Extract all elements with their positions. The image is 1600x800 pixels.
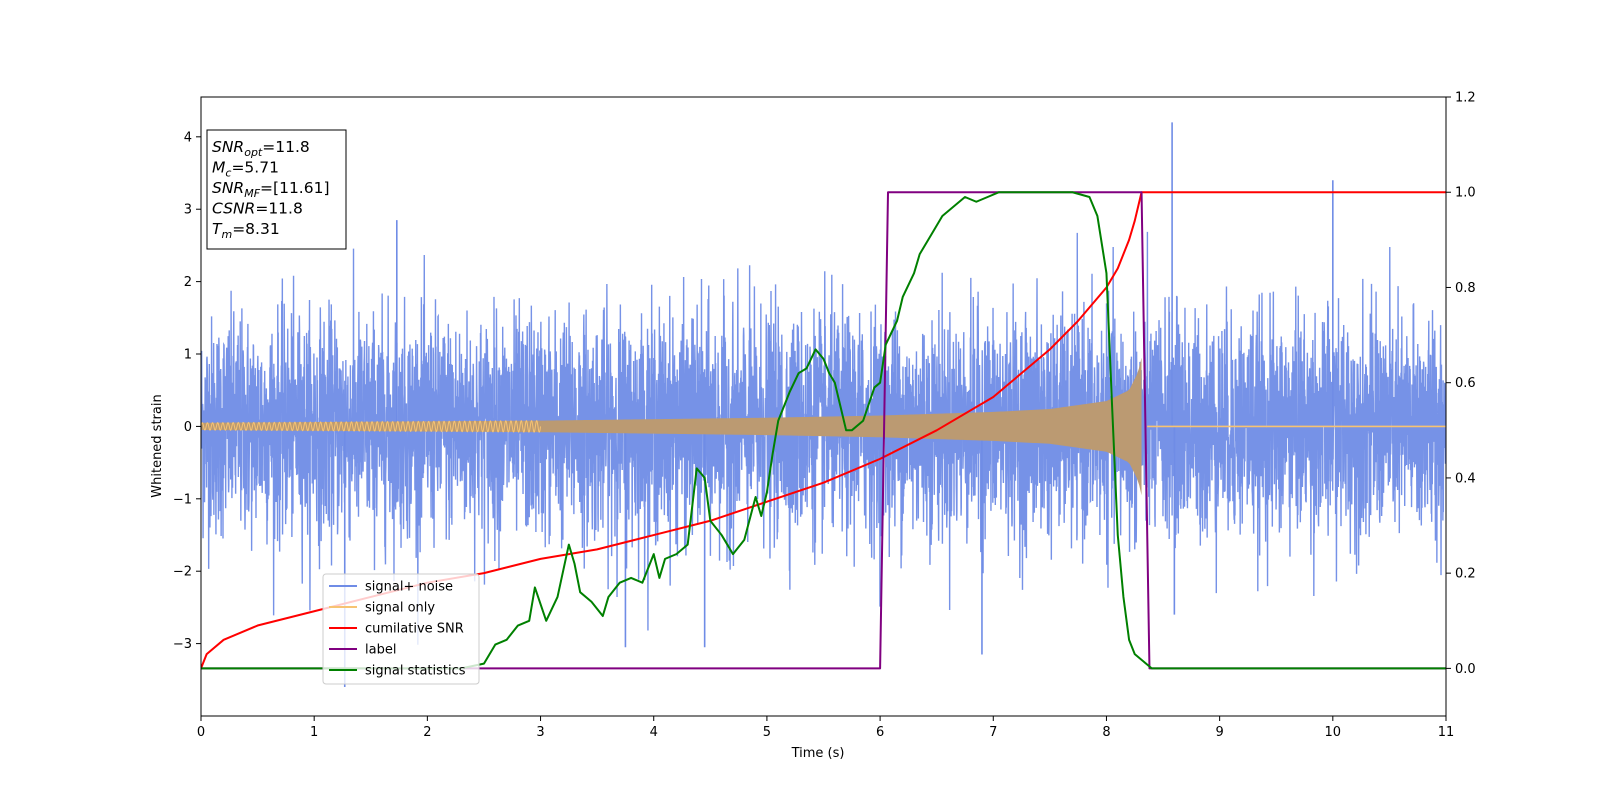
y-right-tick-label: 0.4	[1455, 471, 1476, 486]
y-left-tick-label: −2	[173, 565, 192, 580]
x-tick-label: 4	[650, 725, 658, 740]
series-signal-statistics-line	[201, 191, 1446, 670]
legend-frame	[322, 573, 480, 685]
y-left-tick-label: 2	[184, 275, 192, 290]
legend: signal+ noise signal only cumilative SNR la…	[322, 573, 480, 685]
info-box-frame	[206, 129, 347, 250]
x-tick-label: 10	[1325, 725, 1342, 740]
x-tick-label: 0	[197, 725, 205, 740]
x-tick-label: 7	[989, 725, 997, 740]
y-right-tick-label: 0.2	[1455, 567, 1476, 582]
series-signal-only-band	[201, 357, 1142, 496]
info-line: SNRMF=[11.61]	[212, 179, 330, 200]
y-left-tick-label: 0	[184, 420, 192, 435]
info-line: Tm=8.31	[212, 220, 280, 241]
series-signal-noise-line	[201, 231, 1446, 645]
x-tick-label: 2	[423, 725, 431, 740]
info-box: SNRopt=11.8Mc=5.71SNRMF=[11.61]CSNR=11.8…	[206, 129, 347, 250]
x-tick-label: 8	[1102, 725, 1110, 740]
legend-label: signal statistics	[365, 664, 466, 679]
x-tick-label: 6	[876, 725, 884, 740]
x-tick-label: 1	[310, 725, 318, 740]
legend-label: cumilative SNR	[365, 622, 464, 637]
info-line: SNRopt=11.8	[212, 138, 310, 159]
y-right-tick-label: 1.2	[1455, 91, 1476, 106]
x-tick-label: 11	[1438, 725, 1455, 740]
legend-label: signal only	[365, 601, 435, 616]
y-axis-label: Whitened strain	[150, 394, 165, 497]
plot-frame	[200, 96, 1447, 717]
series-signal-only-line	[201, 419, 542, 433]
y-right-tick-label: 0.0	[1455, 662, 1476, 677]
x-tick-label: 5	[763, 725, 771, 740]
y-right-tick-label: 0.6	[1455, 376, 1476, 391]
y-left-tick-label: 4	[184, 130, 192, 145]
y-left-tick-label: 3	[184, 203, 192, 218]
y-right-tick-label: 0.8	[1455, 281, 1476, 296]
y-left-tick-label: 1	[184, 348, 192, 363]
y-left-tick-label: −1	[173, 492, 192, 507]
x-tick-label: 9	[1215, 725, 1223, 740]
y-left-tick-label: −3	[173, 637, 192, 652]
legend-label: label	[365, 643, 396, 658]
axes: 0 1 2 3 4 5 6 7 8 9 10 11 −3 −2 −1 0 1 2 3 4 0.0 0.2 0.4 0.6 0.8…	[173, 91, 1476, 741]
x-tick-label: 3	[536, 725, 544, 740]
plot-area	[201, 122, 1446, 688]
y-right-tick-label: 1.0	[1455, 186, 1476, 201]
info-line: Mc=5.71	[212, 159, 279, 180]
x-axis-label: Time (s)	[791, 746, 845, 761]
info-line: CSNR=11.8	[212, 200, 303, 218]
legend-label: signal+ noise	[365, 580, 453, 595]
